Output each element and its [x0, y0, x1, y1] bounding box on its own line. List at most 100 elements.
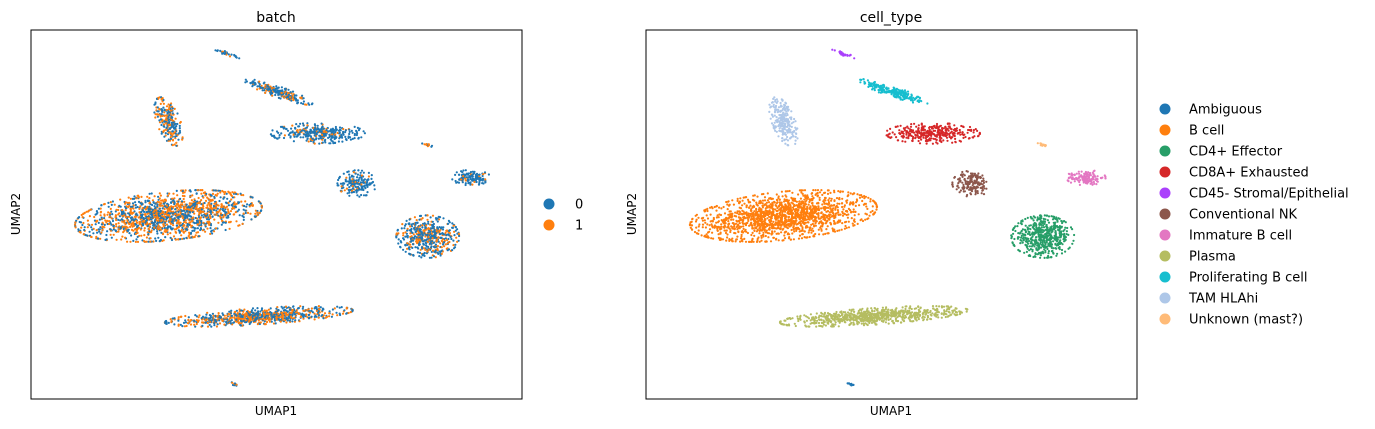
- scatter-point: [362, 171, 365, 174]
- scatter-point: [271, 92, 274, 95]
- scatter-point: [107, 201, 110, 204]
- scatter-point: [431, 249, 435, 252]
- scatter-point: [774, 104, 778, 107]
- scatter-point: [278, 136, 281, 139]
- scatter-point: [157, 195, 160, 198]
- scatter-point: [406, 229, 409, 232]
- scatter-point: [163, 215, 166, 218]
- scatter-point: [782, 111, 785, 114]
- scatter-point: [341, 312, 345, 315]
- scatter-point: [791, 131, 794, 134]
- scatter-point: [348, 176, 351, 179]
- scatter-point: [81, 223, 84, 227]
- scatter-point: [972, 136, 975, 139]
- scatter-point: [256, 213, 259, 217]
- scatter-point: [219, 196, 222, 199]
- scatter-point: [424, 248, 427, 251]
- scatter-point: [404, 243, 407, 247]
- scatter-point: [208, 323, 211, 326]
- scatter-point: [954, 140, 957, 143]
- scatter-point: [318, 129, 321, 132]
- scatter-point: [310, 307, 313, 310]
- scatter-point: [414, 223, 417, 226]
- scatter-point: [307, 313, 310, 317]
- scatter-point: [411, 243, 415, 246]
- scatter-point: [281, 125, 284, 128]
- scatter-point: [777, 135, 780, 138]
- scatter-point: [360, 174, 363, 177]
- scatter-point: [217, 204, 220, 207]
- scatter-point: [135, 197, 138, 200]
- scatter-point: [331, 133, 334, 136]
- scatter-point: [233, 53, 236, 57]
- scatter-point: [115, 218, 118, 222]
- scatter-point: [460, 170, 463, 173]
- scatter-point: [239, 324, 242, 327]
- scatter-point: [223, 323, 226, 326]
- scatter-point: [405, 232, 408, 235]
- scatter-point: [935, 122, 939, 126]
- scatter-point: [302, 313, 305, 316]
- scatter-point: [177, 210, 180, 213]
- scatter-point: [440, 249, 443, 253]
- scatter-point: [325, 131, 328, 134]
- scatter-point: [120, 238, 123, 241]
- scatter-point: [93, 215, 96, 219]
- scatter-point: [404, 235, 407, 238]
- scatter-point: [429, 223, 432, 226]
- scatter-point: [287, 88, 290, 91]
- scatter-point: [138, 220, 141, 224]
- scatter-point: [768, 103, 771, 106]
- scatter-point: [402, 232, 405, 235]
- scatter-point: [958, 128, 961, 132]
- scatter-point: [961, 131, 964, 134]
- scatter-point: [346, 192, 349, 195]
- scatter-point: [846, 53, 849, 57]
- scatter-point: [297, 306, 300, 310]
- scatter-point: [976, 129, 979, 132]
- scatter-point: [228, 55, 232, 58]
- scatter-point: [417, 247, 420, 250]
- scatter-point: [217, 312, 220, 315]
- scatter-point: [196, 189, 199, 192]
- scatter-point: [160, 108, 163, 111]
- scatter-point: [169, 109, 172, 112]
- scatter-point: [179, 221, 182, 224]
- scatter-point: [150, 229, 153, 232]
- scatter-point: [86, 219, 89, 222]
- scatter-point: [263, 81, 266, 84]
- scatter-point: [447, 219, 450, 222]
- scatter-point: [796, 137, 799, 140]
- scatter-point: [925, 138, 928, 141]
- scatter-point: [104, 219, 107, 222]
- scatter-point: [347, 180, 350, 183]
- scatter-point: [215, 320, 218, 323]
- scatter-point: [418, 218, 421, 221]
- scatter-point: [242, 319, 245, 322]
- scatter-point: [331, 313, 334, 316]
- scatter-point: [414, 246, 417, 249]
- scatter-point: [426, 218, 429, 221]
- scatter-point: [298, 133, 301, 136]
- scatter-point: [215, 194, 218, 197]
- scatter-point: [253, 81, 256, 84]
- scatter-point: [779, 119, 783, 122]
- scatter-point: [863, 82, 866, 85]
- scatter-point: [241, 222, 244, 225]
- scatter-point: [169, 104, 172, 107]
- scatter-point: [194, 207, 197, 210]
- scatter-point: [399, 246, 402, 249]
- scatter-point: [153, 226, 156, 229]
- scatter-point: [484, 180, 487, 183]
- scatter-point: [222, 221, 226, 224]
- scatter-point: [941, 126, 944, 130]
- scatter-point: [175, 207, 179, 210]
- scatter-point: [404, 250, 407, 253]
- scatter-point: [782, 107, 785, 110]
- scatter-point: [934, 126, 937, 129]
- scatter-point: [165, 119, 169, 122]
- scatter-point: [140, 195, 143, 198]
- scatter-point: [963, 133, 966, 136]
- scatter-point: [463, 177, 467, 180]
- scatter-point: [226, 216, 229, 219]
